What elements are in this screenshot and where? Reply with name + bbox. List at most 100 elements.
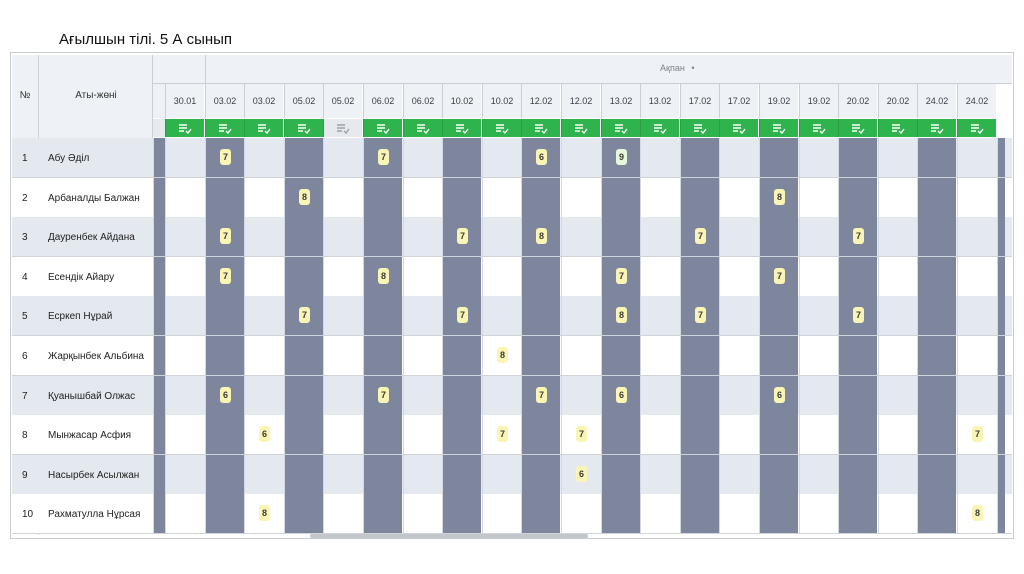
grade-cell[interactable] — [244, 376, 283, 416]
date-header[interactable]: 30.01 — [165, 84, 204, 118]
grade-cell[interactable] — [680, 376, 719, 416]
checklist-icon[interactable] — [759, 119, 798, 137]
student-name[interactable]: Мынжасар Асфия — [48, 429, 132, 441]
grade-cell[interactable] — [917, 336, 956, 376]
grade-value[interactable]: 8 — [616, 307, 627, 323]
grade-cell[interactable] — [799, 217, 838, 257]
grade-cell[interactable]: 7 — [284, 296, 323, 336]
grade-cell[interactable] — [442, 178, 481, 218]
grade-cell[interactable] — [838, 178, 877, 218]
grade-cell[interactable] — [561, 217, 600, 257]
grade-cell[interactable]: 8 — [521, 217, 560, 257]
student-name[interactable]: Дауренбек Айдана — [48, 231, 135, 243]
grade-cell[interactable]: 7 — [601, 257, 640, 297]
grade-cell[interactable] — [165, 455, 204, 495]
grade-cell[interactable] — [878, 138, 917, 178]
grade-cell[interactable] — [878, 257, 917, 297]
grade-cell[interactable] — [482, 455, 521, 495]
grade-cell[interactable] — [244, 455, 283, 495]
grade-value[interactable]: 7 — [299, 307, 310, 323]
grade-cell[interactable]: 6 — [601, 376, 640, 416]
grade-value[interactable]: 7 — [220, 268, 231, 284]
grade-value[interactable]: 7 — [378, 149, 389, 165]
grade-cell[interactable]: 6 — [521, 138, 560, 178]
grade-cell[interactable] — [640, 257, 679, 297]
grade-cell[interactable] — [838, 336, 877, 376]
checklist-icon[interactable] — [838, 119, 877, 137]
grade-cell[interactable]: 7 — [561, 415, 600, 455]
checklist-icon[interactable] — [284, 119, 323, 137]
grade-cell[interactable]: 7 — [482, 415, 521, 455]
grade-cell[interactable] — [799, 138, 838, 178]
grade-cell[interactable]: 6 — [244, 415, 283, 455]
grade-cell[interactable] — [878, 296, 917, 336]
grade-cell[interactable] — [799, 296, 838, 336]
grade-cell[interactable]: 7 — [205, 138, 244, 178]
grade-cell[interactable] — [363, 415, 402, 455]
grade-cell[interactable]: 6 — [561, 455, 600, 495]
grade-value[interactable]: 8 — [299, 189, 310, 205]
grade-cell[interactable] — [759, 138, 798, 178]
student-name[interactable]: Насырбек Асылжан — [48, 469, 140, 481]
grade-cell[interactable] — [957, 257, 996, 297]
grade-cell[interactable]: 7 — [838, 296, 877, 336]
grade-cell[interactable] — [957, 178, 996, 218]
grade-cell[interactable] — [759, 494, 798, 534]
grade-cell[interactable] — [719, 138, 758, 178]
grade-cell[interactable]: 7 — [838, 217, 877, 257]
grade-value[interactable]: 8 — [497, 347, 508, 363]
grade-cell[interactable] — [521, 455, 560, 495]
date-header[interactable]: 10.02 — [482, 84, 521, 118]
grade-cell[interactable]: 7 — [205, 217, 244, 257]
date-header[interactable]: 24.02 — [957, 84, 996, 118]
grade-cell[interactable] — [799, 494, 838, 534]
grade-cell[interactable] — [640, 138, 679, 178]
grade-cell[interactable]: 8 — [759, 178, 798, 218]
checklist-icon[interactable] — [205, 119, 244, 137]
grade-cell[interactable] — [917, 415, 956, 455]
grade-value[interactable]: 7 — [536, 387, 547, 403]
grade-cell[interactable] — [403, 494, 442, 534]
grade-cell[interactable] — [561, 494, 600, 534]
date-header[interactable]: 03.02 — [205, 84, 244, 118]
checklist-icon[interactable] — [442, 119, 481, 137]
grade-value[interactable]: 7 — [774, 268, 785, 284]
grade-cell[interactable] — [601, 336, 640, 376]
grade-cell[interactable] — [838, 415, 877, 455]
grade-cell[interactable] — [601, 494, 640, 534]
grade-cell[interactable] — [244, 296, 283, 336]
grade-cell[interactable] — [521, 494, 560, 534]
grade-cell[interactable] — [165, 415, 204, 455]
grade-value[interactable]: 9 — [616, 149, 627, 165]
grade-cell[interactable] — [403, 217, 442, 257]
grade-cell[interactable] — [403, 336, 442, 376]
grade-cell[interactable] — [917, 217, 956, 257]
grade-cell[interactable] — [284, 336, 323, 376]
grade-cell[interactable] — [482, 217, 521, 257]
date-header[interactable]: 05.02 — [323, 84, 362, 118]
grade-cell[interactable] — [719, 415, 758, 455]
grade-cell[interactable] — [917, 138, 956, 178]
grade-cell[interactable] — [442, 336, 481, 376]
grade-cell[interactable] — [323, 178, 362, 218]
grade-cell[interactable] — [759, 455, 798, 495]
grade-value[interactable]: 8 — [972, 505, 983, 521]
grade-value[interactable]: 7 — [853, 228, 864, 244]
checklist-icon[interactable] — [561, 119, 600, 137]
grade-value[interactable]: 7 — [457, 307, 468, 323]
grade-cell[interactable]: 7 — [363, 376, 402, 416]
grade-cell[interactable] — [403, 415, 442, 455]
grade-cell[interactable] — [442, 494, 481, 534]
grade-cell[interactable] — [403, 138, 442, 178]
date-header[interactable]: 13.02 — [601, 84, 640, 118]
date-header[interactable]: 12.02 — [521, 84, 560, 118]
grade-cell[interactable] — [719, 455, 758, 495]
grade-cell[interactable] — [363, 494, 402, 534]
student-name[interactable]: Абу Әділ — [48, 152, 90, 164]
grade-value[interactable]: 6 — [616, 387, 627, 403]
grade-cell[interactable] — [205, 296, 244, 336]
grade-cell[interactable] — [284, 257, 323, 297]
checklist-icon[interactable] — [521, 119, 560, 137]
grade-cell[interactable] — [284, 217, 323, 257]
grade-cell[interactable] — [878, 178, 917, 218]
